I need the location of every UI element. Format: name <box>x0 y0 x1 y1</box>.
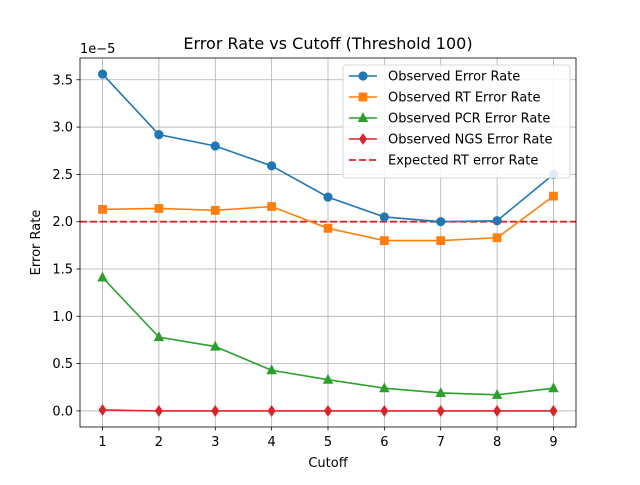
y-tick-label: 2.5 <box>52 168 73 183</box>
data-point <box>379 212 389 222</box>
legend-marker <box>357 112 369 122</box>
data-point <box>211 405 220 417</box>
data-point <box>154 405 163 417</box>
legend-label: Observed Error Rate <box>388 70 520 85</box>
data-point <box>97 271 108 282</box>
data-point <box>379 236 389 246</box>
data-point <box>210 141 220 151</box>
x-tick-label: 9 <box>549 435 557 450</box>
chart-title: Error Rate vs Cutoff (Threshold 100) <box>183 34 472 53</box>
x-tick-label: 4 <box>267 435 275 450</box>
data-point <box>379 382 390 393</box>
data-point <box>492 233 502 243</box>
series-3 <box>97 271 559 399</box>
data-point <box>210 340 221 351</box>
x-tick-label: 6 <box>380 435 388 450</box>
x-tick-label: 7 <box>437 435 445 450</box>
x-tick-label: 1 <box>98 435 106 450</box>
legend-item: Expected RT error Rate <box>349 154 538 169</box>
data-point <box>323 405 333 417</box>
x-tick-label: 5 <box>324 435 332 450</box>
data-point <box>436 405 445 417</box>
data-point <box>267 161 277 171</box>
y-tick-label: 3.0 <box>52 121 73 136</box>
x-tick-label: 3 <box>211 435 219 450</box>
legend-item: Observed NGS Error Rate <box>349 133 553 148</box>
data-point <box>323 192 333 202</box>
legend-marker <box>358 133 368 145</box>
legend-marker <box>358 71 368 81</box>
data-point <box>436 236 446 246</box>
data-point <box>380 405 389 417</box>
data-point <box>98 204 107 214</box>
axis-ticks: 1 2 3 4 5 6 7 8 9 0.0 0.5 1.0 1.5 2.0 2.5 3.0 3.5 <box>52 73 557 450</box>
data-point <box>549 191 558 201</box>
x-tick-label: 2 <box>155 435 163 450</box>
data-point <box>267 405 276 417</box>
y-tick-label: 3.5 <box>52 73 73 88</box>
y-tick-label: 2.0 <box>52 215 73 230</box>
legend-item: Observed PCR Error Rate <box>349 112 550 127</box>
legend-label: Observed PCR Error Rate <box>388 112 550 127</box>
data-point <box>154 204 164 213</box>
x-tick-label: 8 <box>493 435 501 450</box>
series-2 <box>98 191 558 246</box>
legend-label: Observed NGS Error Rate <box>388 133 553 148</box>
y-tick-label: 0.5 <box>52 357 73 372</box>
data-point <box>97 69 108 79</box>
data-point <box>435 387 446 397</box>
y-axis-scale-factor: 1e−5 <box>80 42 115 57</box>
data-point <box>492 216 502 226</box>
series-4 <box>98 404 558 417</box>
y-axis-label: Error Rate <box>29 210 44 276</box>
legend: Observed Error Rate Observed RT Error Rat… <box>342 64 571 179</box>
data-point <box>548 382 559 393</box>
legend-label: Observed RT Error Rate <box>388 91 540 106</box>
series-lines <box>97 69 559 417</box>
legend-marker <box>358 92 368 102</box>
legend-item: Observed Error Rate <box>349 70 520 85</box>
data-point <box>491 388 503 399</box>
data-point <box>323 223 333 233</box>
data-point <box>210 205 220 215</box>
legend-label: Expected RT error Rate <box>388 154 538 169</box>
data-point <box>436 217 446 227</box>
data-point <box>154 130 164 140</box>
x-axis-label: Cutoff <box>308 456 348 471</box>
data-point <box>267 202 277 211</box>
legend-item: Observed RT Error Rate <box>349 91 540 106</box>
legend-box <box>342 64 571 179</box>
data-point <box>153 331 165 342</box>
y-tick-label: 1.5 <box>52 262 73 277</box>
data-point <box>266 364 277 375</box>
data-point <box>549 405 558 417</box>
y-tick-label: 1.0 <box>52 310 73 325</box>
data-point <box>493 405 502 417</box>
y-tick-label: 0.0 <box>52 404 73 419</box>
data-point <box>98 404 107 416</box>
data-point <box>322 373 334 384</box>
